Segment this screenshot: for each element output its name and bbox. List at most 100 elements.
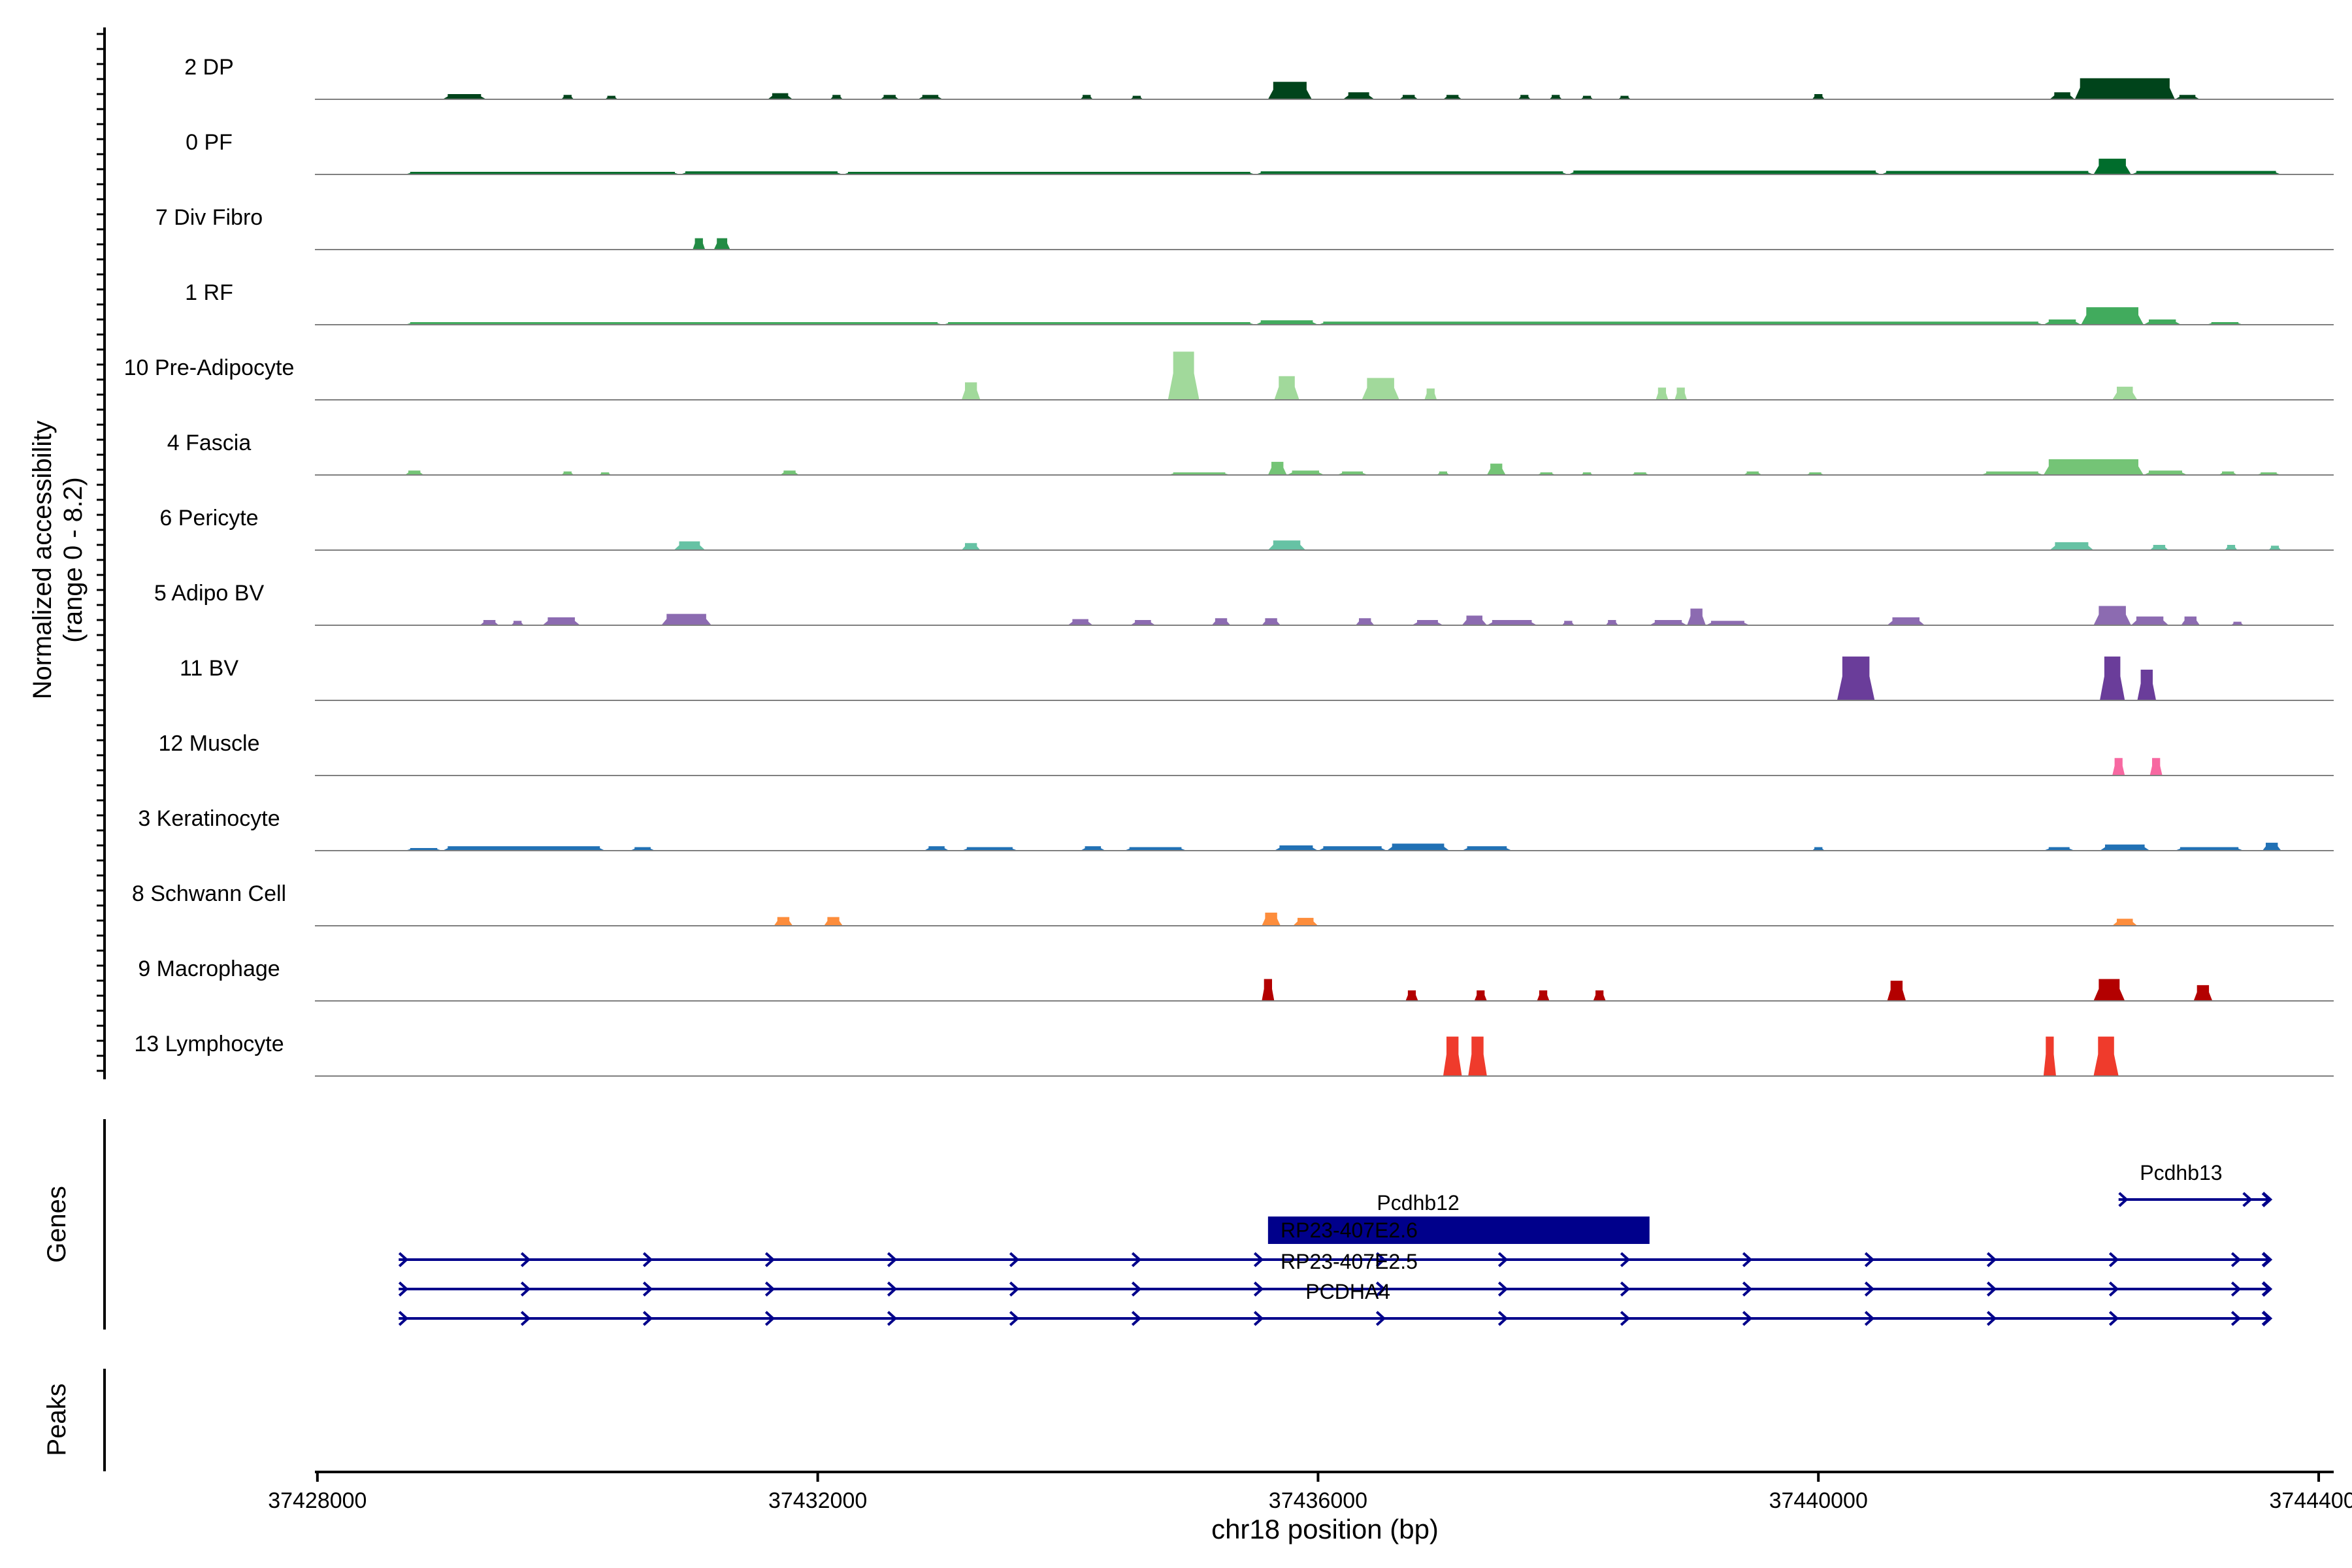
coverage-peak xyxy=(774,917,793,926)
coverage-peak xyxy=(1443,1036,1462,1076)
gene-model: Pcdhb13 xyxy=(2118,1161,2273,1207)
coverage-peak xyxy=(1549,95,1562,99)
coverage-peak xyxy=(2112,919,2138,926)
strand-arrow xyxy=(1742,1252,1753,1267)
strand-arrow xyxy=(1497,1252,1509,1267)
track: 11 BV xyxy=(180,656,2334,701)
coverage-peak xyxy=(1130,95,1143,99)
coverage-peak xyxy=(1211,618,1231,625)
coverage-peak xyxy=(1124,847,1187,851)
genes-panel: Pcdhb13 Pcdhb12 RP23-407E2.6 RP23-407E2.5 PC… xyxy=(398,1161,2273,1326)
coverage-peak xyxy=(2218,471,2238,475)
coverage-peak xyxy=(1881,171,2094,174)
strand-arrow xyxy=(2108,1252,2119,1267)
y-axis-label-line1: Normalized accessibility xyxy=(28,421,57,700)
coverage-peak xyxy=(1080,95,1093,99)
coverage-peak xyxy=(2262,842,2281,851)
gene-model: RP23-407E2.6 xyxy=(398,1218,2273,1267)
gene-label: Pcdhb13 xyxy=(2140,1161,2222,1184)
strand-arrow xyxy=(1620,1252,1631,1267)
strand-arrow xyxy=(520,1281,531,1297)
coverage-peak xyxy=(2112,386,2138,400)
track: 6 Pericyte xyxy=(159,506,2334,551)
coverage-peak xyxy=(404,470,424,475)
coverage-peak xyxy=(1318,321,2044,325)
gene-exon-block xyxy=(1267,1217,1650,1244)
strand-arrow xyxy=(1986,1281,1997,1297)
coverage-peak xyxy=(1286,470,1324,475)
strand-arrow xyxy=(1009,1281,1020,1297)
coverage-peak xyxy=(2181,616,2200,625)
y-axis-label-line2: (range 0 - 8.2) xyxy=(59,477,88,642)
coverage-peak xyxy=(442,94,487,99)
coverage-peak xyxy=(674,541,706,550)
strand-arrow xyxy=(887,1281,898,1297)
strand-arrow xyxy=(398,1311,409,1326)
coverage-peak xyxy=(1068,619,1093,625)
strand-arrow xyxy=(1742,1311,1753,1326)
coverage-peak xyxy=(1262,618,1281,625)
strand-arrow xyxy=(642,1252,653,1267)
track-label: 7 Div Fibro xyxy=(155,205,263,230)
coverage-peak xyxy=(2193,985,2213,1001)
track-label: 5 Adipo BV xyxy=(154,581,265,606)
coverage-peak xyxy=(1437,471,1450,475)
coverage-peak xyxy=(1412,620,1443,625)
coverage-peak xyxy=(1593,990,1606,1001)
coverage-peak xyxy=(1649,620,1688,625)
coverage-peak xyxy=(1618,95,1631,99)
coverage-peak xyxy=(2100,656,2125,700)
strand-arrow xyxy=(887,1311,898,1326)
coverage-peak xyxy=(480,620,499,625)
strand-arrow xyxy=(2118,1192,2129,1207)
track-label: 10 Pre-Adipocyte xyxy=(124,355,295,380)
coverage-peak xyxy=(1518,95,1531,99)
coverage-peak xyxy=(713,238,730,250)
coverage-peak xyxy=(680,171,843,174)
x-tick-label: 37444000 xyxy=(2269,1488,2352,1513)
coverage-peak xyxy=(1255,171,1569,174)
coverage-peak xyxy=(1424,388,1437,400)
x-tick-label: 37436000 xyxy=(1269,1488,1367,1513)
strand-arrow xyxy=(2242,1192,2253,1207)
gene-label: RP23-407E2.6 xyxy=(1281,1218,1418,1242)
coverage-peak xyxy=(780,470,799,475)
coverage-peak xyxy=(1168,351,1200,400)
coverage-peak xyxy=(1274,376,1299,400)
coverage-peak xyxy=(1262,912,1281,926)
strand-arrow xyxy=(2108,1311,2119,1326)
gene-label: Pcdhb12 xyxy=(1377,1191,1459,1215)
coverage-peak xyxy=(1255,320,1318,325)
coverage-peak xyxy=(1405,990,1418,1001)
track: 0 PF xyxy=(186,130,2334,175)
strand-arrow xyxy=(1131,1311,1142,1326)
coverage-peak xyxy=(1474,990,1487,1001)
strand-arrow xyxy=(1131,1281,1142,1297)
coverage-peak xyxy=(1267,540,1306,550)
coverage-peak xyxy=(2174,847,2244,851)
coverage-peak xyxy=(2225,545,2238,550)
coverage-tracks: 2 DP 0 PF 7 Div Fibro 1 RF 10 Pre-Adipocyte 4… xyxy=(124,55,2334,1077)
coverage-peak xyxy=(693,238,706,250)
x-tick-label: 37428000 xyxy=(268,1488,367,1513)
track: 10 Pre-Adipocyte xyxy=(124,351,2334,400)
coverage-peak xyxy=(2093,158,2131,174)
coverage-peak xyxy=(1267,82,1312,99)
track-label: 1 RF xyxy=(185,280,233,305)
coverage-peak xyxy=(1337,471,1368,475)
strand-arrow xyxy=(2261,1192,2273,1207)
coverage-peak xyxy=(1486,620,1537,625)
strand-arrow xyxy=(887,1252,898,1267)
strand-arrow xyxy=(642,1311,653,1326)
gene-model: RP23-407E2.5 xyxy=(398,1250,2273,1297)
coverage-peak xyxy=(1605,620,1618,625)
track: 2 DP xyxy=(184,55,2334,100)
track-label: 6 Pericyte xyxy=(159,506,258,531)
coverage-peak xyxy=(768,93,793,99)
coverage-peak xyxy=(511,621,524,625)
strand-arrow xyxy=(1131,1252,1142,1267)
coverage-peak xyxy=(1812,94,1825,99)
coverage-peak xyxy=(2043,319,2082,325)
strand-arrow xyxy=(1497,1281,1509,1297)
strand-arrow xyxy=(2261,1311,2273,1326)
